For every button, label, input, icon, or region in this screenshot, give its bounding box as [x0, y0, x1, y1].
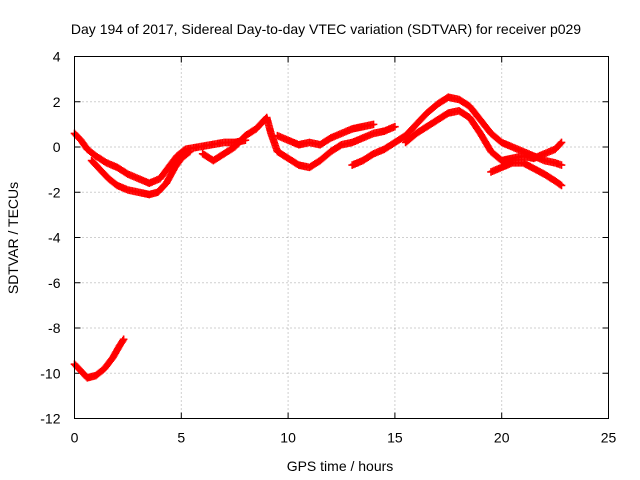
y-tick-label: -2: [48, 184, 61, 200]
y-tick-label: 0: [53, 139, 61, 155]
y-tick-label: -12: [40, 411, 60, 427]
y-tick-label: -6: [48, 275, 61, 291]
x-tick-label: 25: [601, 430, 617, 446]
data-point: [186, 147, 194, 156]
x-axis-label: GPS time / hours: [287, 458, 394, 474]
y-tick-label: -10: [40, 365, 60, 381]
x-tick-label: 5: [177, 430, 185, 446]
data-point: [119, 335, 128, 344]
series-3: [273, 120, 378, 149]
plot-frame: [74, 56, 609, 419]
grid: [74, 56, 609, 419]
y-tick-label: -8: [48, 320, 61, 336]
data-point: [391, 122, 399, 131]
data-point: [557, 138, 566, 147]
x-tick-label: 10: [280, 430, 296, 446]
series-7: [70, 335, 128, 382]
y-tick-label: -4: [48, 230, 61, 246]
series-2: [198, 113, 399, 172]
x-tick-label: 15: [387, 430, 403, 446]
y-axis-label: SDTVAR / TECUs: [5, 182, 21, 294]
chart-title: Day 194 of 2017, Sidereal Day-to-day VTE…: [71, 21, 581, 37]
y-tick-label: 2: [53, 94, 61, 110]
data-point: [556, 139, 565, 148]
y-tick-label: 4: [53, 49, 61, 65]
series-6: [487, 159, 566, 190]
series-1: [87, 147, 194, 199]
data-points: [70, 93, 566, 382]
data-point: [557, 181, 566, 190]
data-point: [369, 120, 378, 129]
x-tick-label: 0: [71, 430, 79, 446]
axis-tick-labels: 0 5 10 15 20 25 -12 -10 -8 -6 -4 -2 0 2 4: [40, 49, 616, 446]
x-tick-label: 20: [494, 430, 510, 446]
data-point: [557, 161, 566, 169]
